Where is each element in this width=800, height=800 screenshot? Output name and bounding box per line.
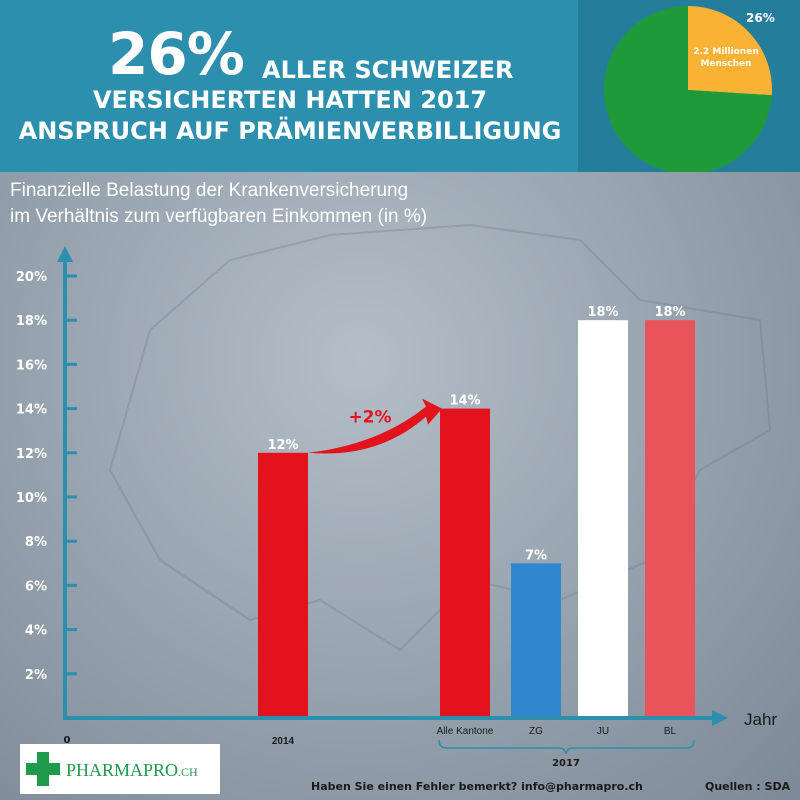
y-tick-label: 10% (16, 491, 47, 506)
data-label: 18% (587, 305, 618, 320)
x-axis-title: Jahr (744, 710, 777, 729)
x-axis-arrow (712, 710, 728, 726)
footer-source: Quellen : SDA (705, 780, 791, 793)
pie-percent-label: 26% (746, 11, 775, 25)
bar-ju (578, 320, 628, 718)
y-tick-label: 6% (25, 579, 47, 594)
logo-text: PHARMAPRO (66, 760, 179, 780)
headline-percent: 26% (108, 20, 245, 88)
data-label: 18% (654, 305, 685, 320)
y-axis-arrow (57, 246, 73, 262)
logo-suffix: .CH (178, 765, 198, 779)
pie-slice-2 (604, 6, 772, 172)
data-label: 12% (267, 438, 298, 453)
x-tick-label: 2014 (272, 736, 295, 747)
x-tick-label: BL (664, 726, 677, 737)
data-label: 14% (449, 394, 480, 409)
y-tick-label: 18% (16, 314, 47, 329)
data-label: 7% (525, 548, 547, 563)
growth-annotation: +2% (348, 408, 391, 428)
y-tick-label: 8% (25, 535, 47, 550)
footer-note: Haben Sie einen Fehler bemerkt? info@pha… (311, 780, 643, 793)
origin-label: 0 (64, 735, 71, 746)
y-tick-label: 14% (16, 403, 47, 418)
growth-arrow (308, 398, 442, 454)
y-tick-label: 12% (16, 447, 47, 462)
group-bracket (438, 739, 695, 755)
headline-line-3: ANSPRUCH AUF PRÄMIENVERBILLIGUNG (18, 117, 562, 145)
bar-2014 (258, 452, 308, 718)
subtitle-line-1: Finanzielle Belastung der Krankenversich… (10, 180, 409, 201)
pie-chart: 26% 2.2 Millionen Menschen (604, 6, 775, 172)
pharmapro-logo: PHARMAPRO.CH (20, 744, 220, 794)
logo-wordmark: PHARMAPRO.CH (66, 760, 198, 781)
bar-zg (511, 563, 561, 718)
bar-bl (645, 320, 695, 718)
group-label: 2017 (552, 758, 580, 769)
bar-alle-kantone (440, 408, 490, 718)
y-tick-label: 16% (16, 358, 47, 373)
y-tick-label: 2% (25, 668, 47, 683)
y-tick-label: 20% (16, 270, 47, 285)
pie-slice-label-2: Menschen (700, 59, 751, 69)
x-tick-label: JU (597, 726, 609, 737)
headline-line-1: ALLER SCHWEIZER (262, 56, 514, 84)
x-tick-label: ZG (529, 726, 543, 737)
subtitle-line-2: im Verhältnis zum verfügbaren Einkommen … (10, 206, 428, 227)
y-tick-label: 4% (25, 624, 47, 639)
pie-slice-1 (688, 6, 772, 96)
x-tick-label: Alle Kantone (437, 726, 494, 737)
pie-slice-label-1: 2.2 Millionen (693, 47, 758, 57)
pharmacy-cross-icon (26, 752, 60, 786)
chart-subtitle: Finanzielle Belastung der Krankenversich… (10, 178, 427, 230)
headline-line-2: VERSICHERTEN HATTEN 2017 (92, 86, 488, 114)
